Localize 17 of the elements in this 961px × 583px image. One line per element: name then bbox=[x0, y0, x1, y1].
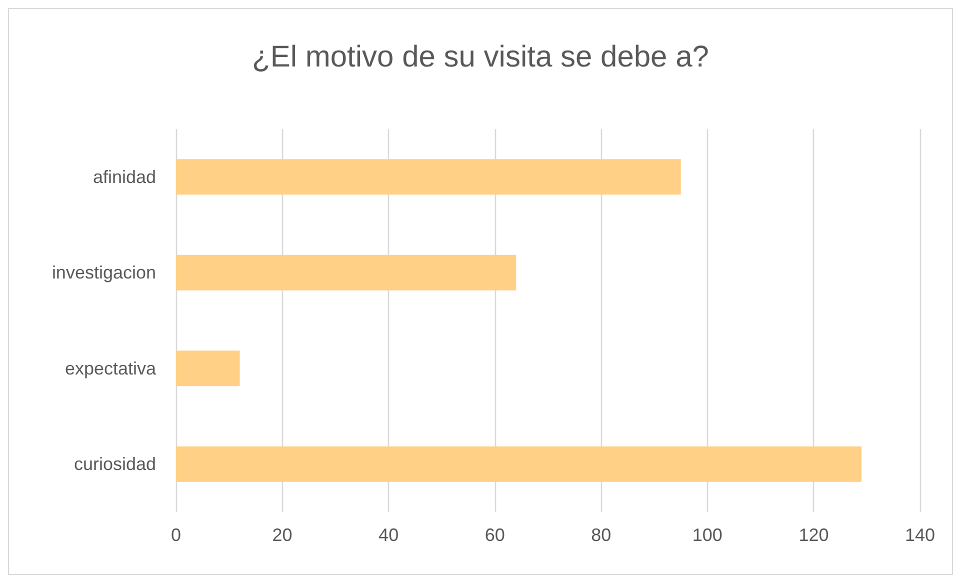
x-tick-label: 40 bbox=[378, 525, 399, 545]
bar bbox=[176, 350, 240, 386]
x-tick-label: 60 bbox=[484, 525, 505, 545]
chart-title: ¿El motivo de su visita se debe a? bbox=[252, 40, 709, 74]
x-tick-label: 120 bbox=[798, 525, 829, 545]
bar bbox=[176, 446, 862, 482]
x-tick-label: 0 bbox=[170, 525, 182, 545]
bar bbox=[176, 159, 681, 195]
x-tick-label: 80 bbox=[591, 525, 612, 545]
y-tick-label: afinidad bbox=[92, 166, 156, 187]
x-tick-label: 140 bbox=[904, 525, 936, 545]
y-tick-label: curiosidad bbox=[74, 454, 156, 474]
y-tick-label: investigacion bbox=[52, 262, 156, 283]
y-tick-label: expectativa bbox=[64, 358, 157, 378]
x-tick-label: 100 bbox=[692, 525, 722, 545]
bar bbox=[176, 254, 516, 290]
x-tick-label: 20 bbox=[272, 525, 292, 545]
